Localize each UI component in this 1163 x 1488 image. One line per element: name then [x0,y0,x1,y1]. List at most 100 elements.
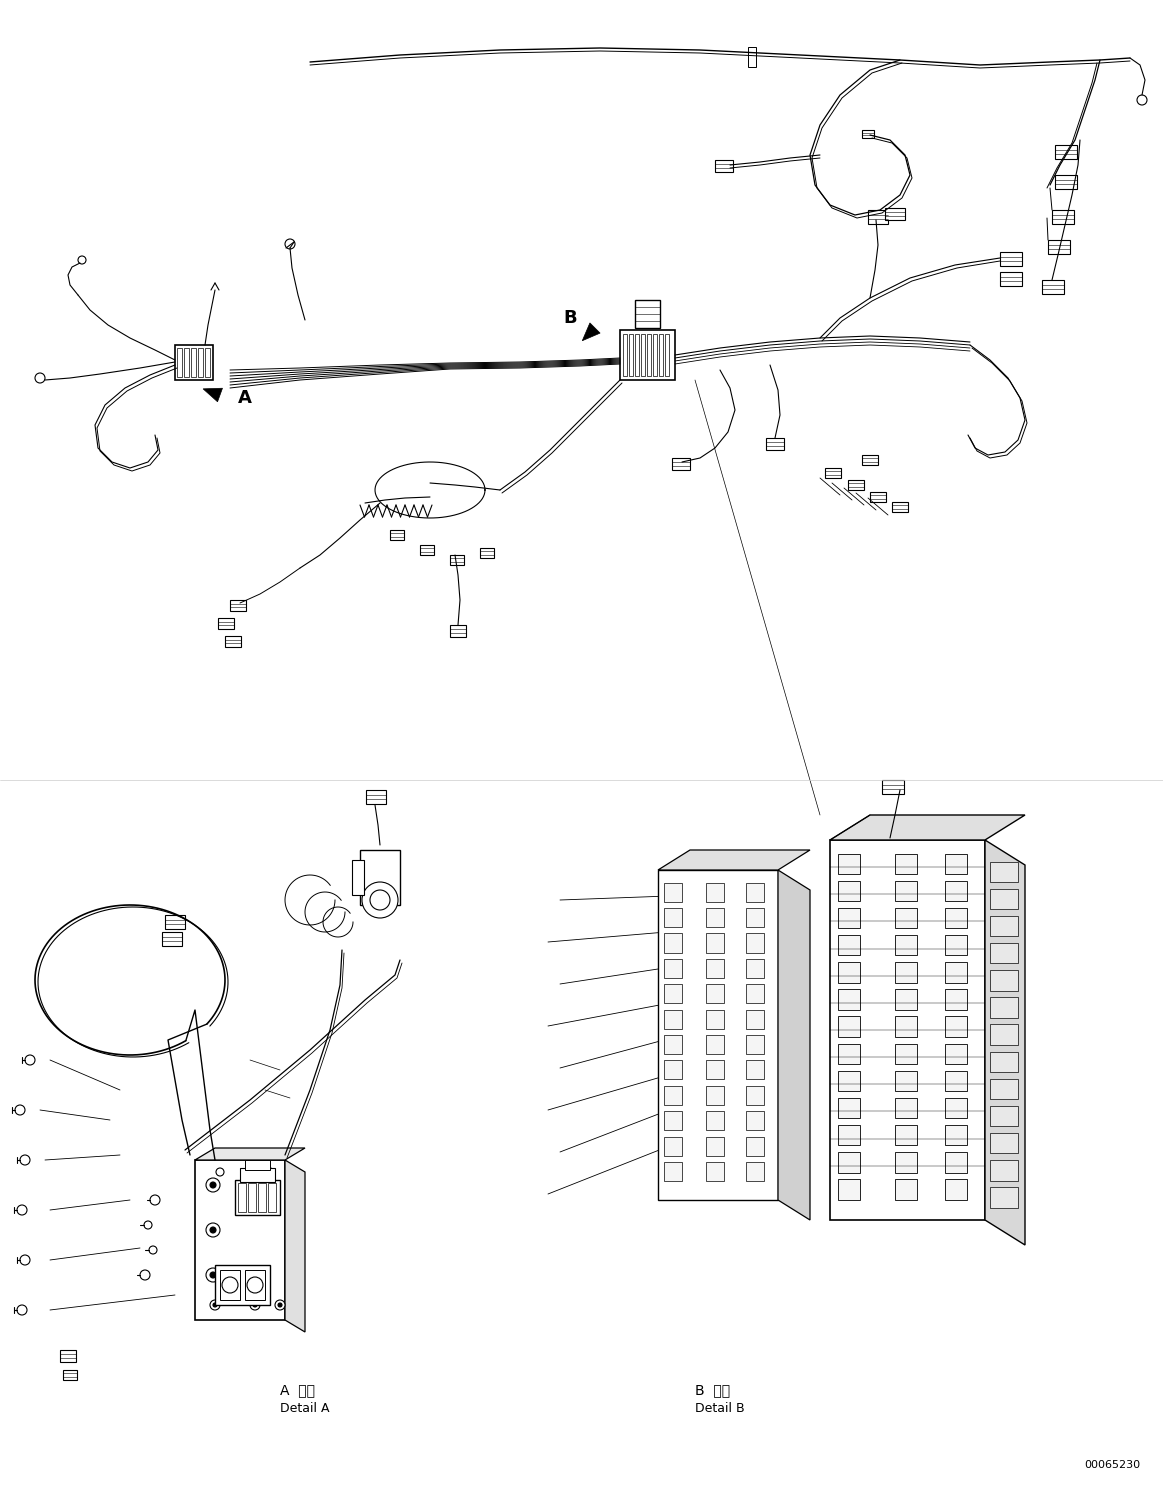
Bar [664,1137,682,1156]
Bar [868,210,889,225]
Circle shape [144,1222,152,1229]
Bar [267,1183,276,1213]
Bar [896,1043,916,1064]
Circle shape [278,1303,281,1306]
Bar [896,1180,916,1199]
Bar [896,1098,916,1117]
Bar [862,129,875,138]
Circle shape [15,1106,24,1115]
Bar [664,958,682,978]
Bar [664,984,682,1003]
Text: A  詳細: A 詳細 [280,1382,315,1397]
Bar [63,1370,77,1379]
Bar [658,870,778,1199]
Bar [664,882,682,902]
Bar [620,330,675,379]
Circle shape [1137,95,1147,106]
Bar [839,908,859,929]
Bar [217,618,234,629]
Circle shape [370,890,390,911]
Polygon shape [778,870,809,1220]
Bar [896,934,916,955]
Bar [830,841,985,1220]
Bar [745,1010,764,1028]
Bar [635,333,638,376]
Bar [896,1152,916,1173]
Bar [839,1152,859,1173]
Bar [706,984,725,1003]
Polygon shape [204,388,222,402]
Bar [885,208,905,220]
Circle shape [266,1168,274,1176]
Bar [706,908,725,927]
Bar [184,348,190,376]
Bar [892,501,908,512]
Bar [450,625,466,637]
Bar [896,1125,916,1146]
Bar [990,1079,1018,1100]
Bar [258,1183,266,1213]
Bar [990,1187,1018,1208]
Text: B: B [563,310,577,327]
Bar [896,854,916,873]
Bar [946,854,966,873]
Bar [450,555,464,565]
Bar [230,600,247,612]
Bar [198,348,204,376]
Polygon shape [583,323,600,341]
Circle shape [140,1269,150,1280]
Bar [366,790,386,804]
Bar [946,1098,966,1117]
Circle shape [206,1178,220,1192]
Bar [706,1010,725,1028]
Bar [665,333,669,376]
Bar [205,348,211,376]
Bar [990,1024,1018,1045]
Bar [220,1269,240,1301]
Bar [745,1061,764,1079]
Bar [664,1112,682,1131]
Circle shape [24,1055,35,1065]
Bar [652,333,657,376]
Bar [706,1162,725,1181]
Bar [896,1071,916,1091]
Bar [1042,280,1064,295]
Circle shape [213,1303,217,1306]
Bar [990,970,1018,991]
Bar [641,333,645,376]
Bar [706,1137,725,1156]
Bar [165,915,185,929]
Bar [745,1162,764,1181]
Bar [946,881,966,902]
Bar [745,958,764,978]
Bar [839,990,859,1010]
Polygon shape [658,850,809,870]
Bar [946,963,966,982]
Bar [946,1180,966,1199]
Circle shape [274,1301,285,1309]
Bar [1055,176,1077,189]
Bar [990,1052,1018,1071]
Bar [990,862,1018,882]
Bar [745,1086,764,1104]
Bar [839,1098,859,1117]
Bar [238,1183,247,1213]
Bar [361,850,400,905]
Bar [896,881,916,902]
Circle shape [250,1301,261,1309]
Bar [990,888,1018,909]
Bar [174,345,213,379]
Bar [706,882,725,902]
Bar [664,1162,682,1181]
Bar [352,860,364,894]
Bar [766,437,784,449]
Bar [839,1180,859,1199]
Bar [882,780,904,795]
Bar [946,1016,966,1037]
Circle shape [206,1223,220,1237]
Bar [870,493,886,501]
Circle shape [35,373,45,382]
Bar [248,1183,256,1213]
Circle shape [216,1168,224,1176]
Bar [896,990,916,1010]
